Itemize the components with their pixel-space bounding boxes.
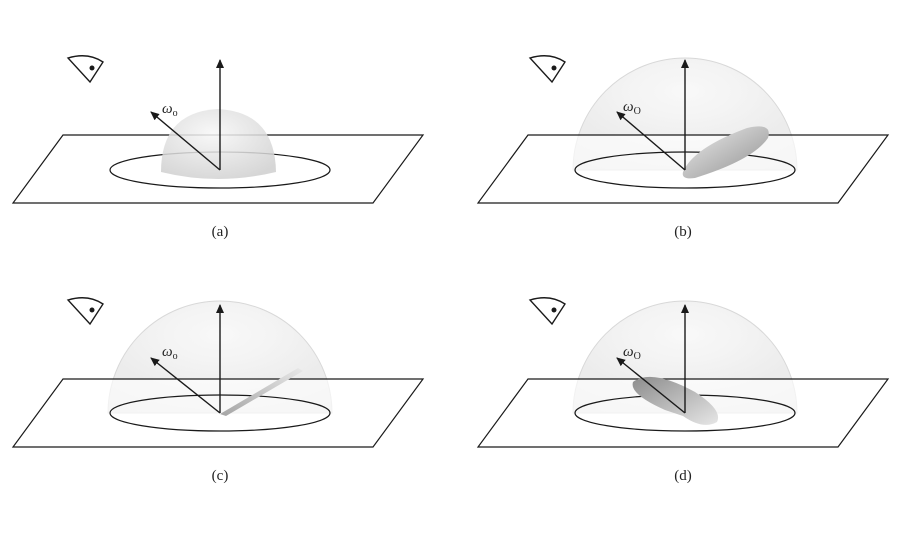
omega-o-arrow (616, 357, 686, 414)
omega-o-label: ωo (162, 101, 178, 119)
omega-o-arrow (150, 357, 221, 414)
brdf-lobe-glossy (682, 126, 769, 179)
panel-b: ωO (476, 55, 890, 204)
brdf-lobe-specular (220, 368, 303, 416)
panel-d: ωO (476, 297, 890, 448)
caption-b: (b) (674, 224, 692, 240)
brdf-lobe-retro (632, 376, 719, 425)
omega-o-arrow (616, 111, 686, 171)
caption-a: (a) (211, 224, 229, 240)
omega-o-label: ωO (623, 99, 641, 117)
omega-o-arrow (150, 111, 221, 171)
eye-icon (528, 55, 566, 84)
surface-plane (11, 378, 425, 448)
panel-c: ωo (11, 297, 425, 448)
caption-d: (d) (674, 468, 692, 484)
caption-c: (c) (211, 468, 229, 484)
eye-icon (528, 297, 566, 326)
brdf-lobe-diffuse (161, 109, 276, 179)
eye-icon (66, 55, 104, 84)
eye-icon (66, 297, 104, 326)
omega-o-label: ωo (162, 344, 178, 362)
omega-o-label: ωO (623, 344, 641, 362)
panel-a: ωo (11, 55, 425, 204)
